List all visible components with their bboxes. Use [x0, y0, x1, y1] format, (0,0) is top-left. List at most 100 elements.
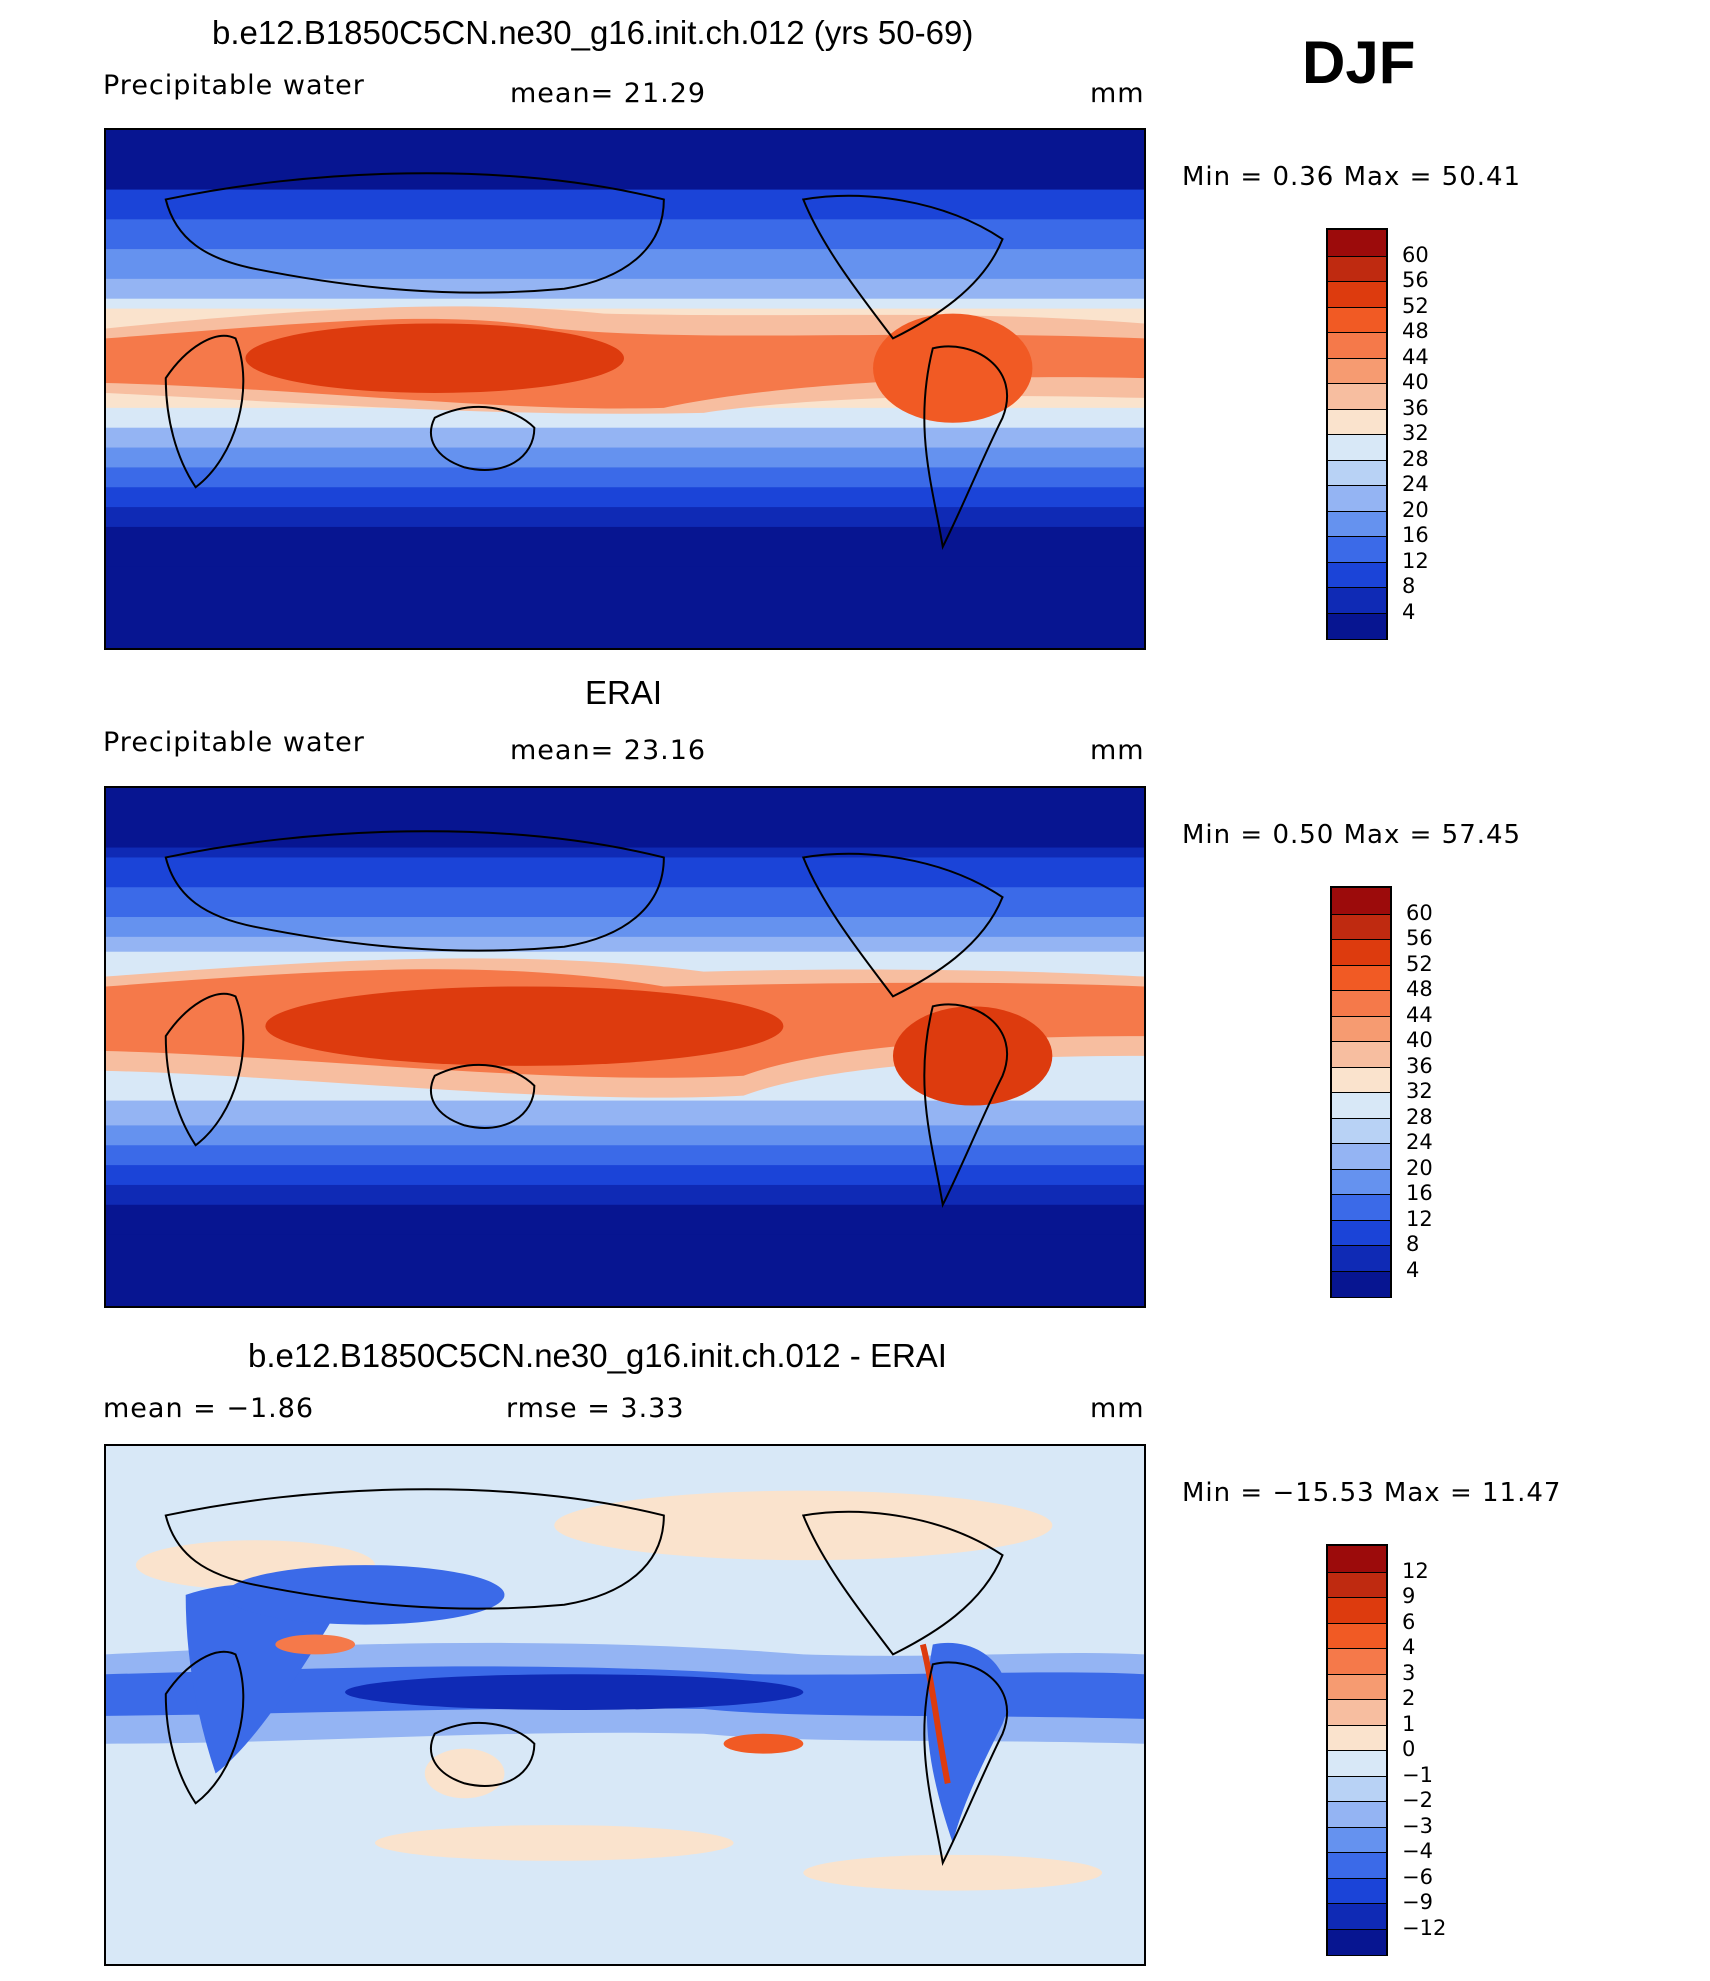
panel-2-mean-label: mean= 23.16 — [510, 735, 707, 766]
colorbar-label: 56 — [1406, 926, 1433, 950]
colorbar-segment — [1328, 1852, 1386, 1879]
colorbar-segment — [1328, 1724, 1386, 1751]
colorbar-label: 1 — [1402, 1711, 1416, 1736]
colorbar-segment — [1328, 587, 1386, 614]
colorbar-segment — [1332, 1168, 1390, 1195]
panel-2-title: ERAI — [585, 674, 663, 711]
colorbar-label: 20 — [1406, 1155, 1433, 1180]
colorbar-label: 48 — [1406, 977, 1433, 1001]
colorbar-segment — [1328, 1622, 1386, 1649]
colorbar-label: 40 — [1406, 1028, 1433, 1052]
colorbar-label: 2 — [1402, 1686, 1416, 1710]
panel-1-units: mm — [1090, 78, 1145, 109]
colorbar-segment — [1332, 1015, 1390, 1042]
colorbar-segment — [1328, 230, 1386, 256]
colorbar-segment — [1332, 1270, 1390, 1297]
colorbar-label: −6 — [1402, 1864, 1433, 1889]
colorbar-segment — [1328, 1648, 1386, 1675]
colorbar-segment — [1328, 561, 1386, 588]
colorbar-segment — [1332, 1117, 1390, 1144]
colorbar-segment — [1328, 1903, 1386, 1930]
colorbar-label: 48 — [1402, 319, 1429, 343]
panel-3-title: b.e12.B1850C5CN.ne30_g16.init.ch.012 - E… — [248, 1337, 947, 1374]
colorbar-segment — [1332, 990, 1390, 1017]
colorbar-segment — [1328, 1699, 1386, 1726]
colorbar-label: 32 — [1402, 421, 1429, 445]
colorbar-segment — [1328, 485, 1386, 512]
colorbar-label: 16 — [1406, 1181, 1433, 1205]
colorbar-label: 52 — [1402, 293, 1429, 318]
colorbar-segment — [1332, 939, 1390, 966]
colorbar-label: 56 — [1402, 268, 1429, 292]
colorbar-segment — [1332, 1245, 1390, 1272]
colorbar-label: 36 — [1406, 1053, 1433, 1078]
colorbar-segment — [1328, 408, 1386, 435]
colorbar-label: 52 — [1406, 951, 1433, 976]
panel-2-colorbar — [1330, 886, 1392, 1298]
colorbar-label: 9 — [1402, 1584, 1416, 1608]
colorbar-segment — [1332, 1092, 1390, 1119]
colorbar-label: 4 — [1402, 1635, 1416, 1659]
colorbar-segment — [1328, 510, 1386, 537]
colorbar-label: −3 — [1402, 1813, 1433, 1838]
colorbar-segment — [1332, 1219, 1390, 1246]
colorbar-label: −9 — [1402, 1890, 1433, 1914]
colorbar-label: 0 — [1402, 1737, 1416, 1761]
colorbar-label: 12 — [1406, 1206, 1433, 1231]
colorbar-segment — [1328, 281, 1386, 308]
panel-1-colorbar — [1326, 228, 1388, 640]
colorbar-label: 28 — [1406, 1104, 1433, 1129]
colorbar-segment — [1332, 1194, 1390, 1221]
colorbar-segment — [1328, 255, 1386, 282]
colorbar-label: 3 — [1402, 1660, 1416, 1685]
panel-1-mean-label: mean= 21.29 — [510, 78, 707, 109]
colorbar-segment — [1328, 1546, 1386, 1572]
colorbar-label: 28 — [1402, 446, 1429, 471]
colorbar-segment — [1328, 434, 1386, 461]
colorbar-label: 6 — [1402, 1609, 1416, 1634]
colorbar-segment — [1328, 332, 1386, 359]
colorbar-segment — [1328, 1597, 1386, 1624]
panel-2-units: mm — [1090, 735, 1145, 766]
colorbar-label: 12 — [1402, 548, 1429, 573]
colorbar-segment — [1328, 1801, 1386, 1828]
panel-1-minmax: Min = 0.36 Max = 50.41 — [1182, 162, 1522, 192]
colorbar-segment — [1332, 1066, 1390, 1093]
colorbar-label: 4 — [1406, 1257, 1420, 1282]
colorbar-segment — [1328, 1673, 1386, 1700]
colorbar-segment — [1328, 306, 1386, 333]
colorbar-segment — [1328, 357, 1386, 384]
colorbar-label: 8 — [1402, 574, 1416, 598]
panel-1-variable-label: Precipitable water — [103, 70, 365, 101]
panel-3-rmse-label: rmse = 3.33 — [506, 1393, 685, 1424]
colorbar-label: −2 — [1402, 1788, 1433, 1812]
panel-1-map — [104, 128, 1146, 650]
panel-3-colorbar — [1326, 1544, 1388, 1956]
colorbar-segment — [1328, 536, 1386, 563]
colorbar-segment — [1332, 964, 1390, 991]
panel-3-units: mm — [1090, 1393, 1145, 1424]
colorbar-segment — [1328, 1877, 1386, 1904]
colorbar-segment — [1332, 1143, 1390, 1170]
colorbar-segment — [1328, 612, 1386, 639]
colorbar-segment — [1332, 1041, 1390, 1068]
colorbar-label: 16 — [1402, 523, 1429, 547]
colorbar-label: 60 — [1402, 242, 1429, 267]
colorbar-label: 32 — [1406, 1079, 1433, 1103]
colorbar-label: 24 — [1402, 472, 1429, 496]
colorbar-label: −4 — [1402, 1839, 1433, 1863]
colorbar-label: 40 — [1402, 370, 1429, 394]
colorbar-label: 12 — [1402, 1558, 1429, 1583]
colorbar-label: −1 — [1402, 1762, 1433, 1787]
colorbar-label: 24 — [1406, 1130, 1433, 1154]
panel-2-map — [104, 786, 1146, 1308]
colorbar-segment — [1328, 383, 1386, 410]
colorbar-segment — [1332, 888, 1390, 914]
panel-3-mean-label: mean = −1.86 — [103, 1393, 315, 1424]
colorbar-label: 8 — [1406, 1232, 1420, 1256]
colorbar-segment — [1328, 1571, 1386, 1598]
colorbar-segment — [1332, 913, 1390, 940]
colorbar-label: −12 — [1402, 1915, 1447, 1940]
colorbar-label: 36 — [1402, 395, 1429, 420]
colorbar-label: 20 — [1402, 497, 1429, 522]
